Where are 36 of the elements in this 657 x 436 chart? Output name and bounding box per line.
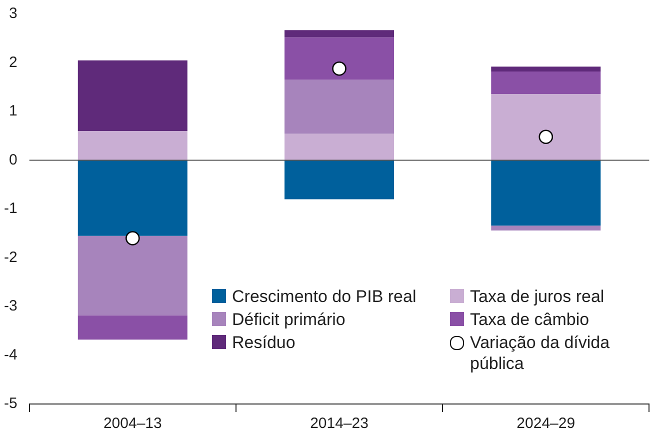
y-tick-label: 0	[8, 151, 18, 168]
bar	[284, 160, 394, 200]
bar	[491, 72, 601, 94]
bar	[284, 37, 394, 80]
bar	[491, 66, 601, 72]
y-tick-label: -4	[4, 346, 18, 364]
y-tick-label: 3	[8, 5, 18, 22]
y-tick-label: 2	[8, 54, 18, 71]
point	[126, 231, 140, 246]
point	[332, 61, 346, 76]
legend-label: Déficit primário	[232, 309, 346, 330]
legend-label: Resíduo	[232, 332, 296, 353]
y-tick-label: 1	[8, 102, 18, 120]
bar	[491, 226, 601, 230]
y-tick-label: -5	[4, 395, 18, 412]
legend-label: Crescimento do PIB real	[232, 286, 416, 307]
x-tick-label: 2014–23	[310, 415, 368, 432]
y-tick-label: -2	[4, 248, 18, 266]
bar	[491, 94, 601, 160]
legend-label: Taxa de câmbio	[470, 309, 590, 330]
bar	[284, 30, 394, 38]
x-tick-label: 2024–29	[516, 415, 576, 432]
bar	[78, 236, 188, 316]
bar	[78, 315, 188, 340]
x-tick-label: 2004–13	[103, 415, 162, 432]
bar	[491, 160, 601, 226]
legend-label: Taxa de juros real	[470, 286, 604, 307]
bar	[78, 60, 188, 131]
bar	[78, 131, 188, 160]
bar	[284, 134, 394, 160]
bar	[284, 80, 394, 134]
y-tick-label: -3	[4, 298, 18, 315]
y-tick-label: -1	[4, 200, 18, 218]
point	[538, 130, 554, 144]
legend-label: Variação da dívida pública	[470, 332, 611, 374]
bar	[78, 160, 188, 236]
